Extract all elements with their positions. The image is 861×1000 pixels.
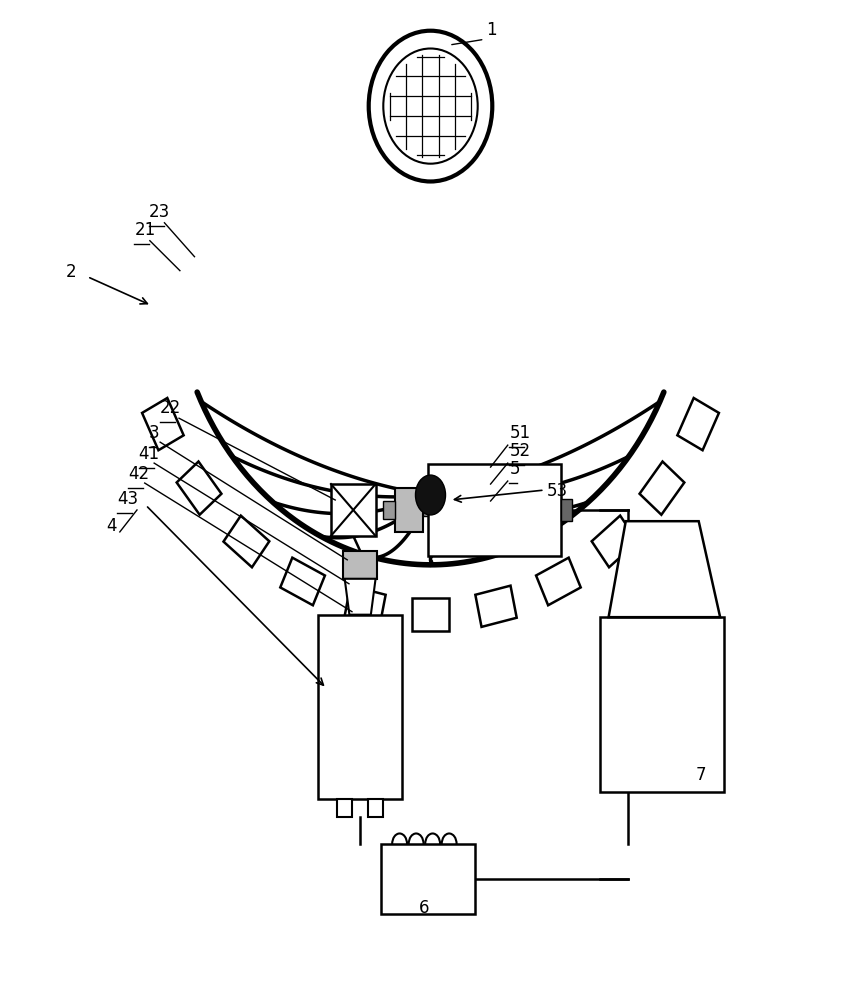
Polygon shape <box>142 398 183 450</box>
Bar <box>337 799 352 817</box>
Polygon shape <box>609 521 720 617</box>
Bar <box>561 499 572 521</box>
Bar <box>343 551 377 579</box>
Bar <box>395 488 423 532</box>
Polygon shape <box>344 586 386 627</box>
Bar <box>383 501 395 519</box>
Text: 2: 2 <box>65 263 77 281</box>
Ellipse shape <box>383 49 478 164</box>
Polygon shape <box>344 579 375 615</box>
Bar <box>600 617 724 792</box>
Text: 51: 51 <box>510 424 530 442</box>
Bar <box>331 484 375 536</box>
Polygon shape <box>412 598 449 631</box>
Text: 4: 4 <box>106 517 116 535</box>
Text: 5: 5 <box>510 460 520 478</box>
Text: 23: 23 <box>149 203 170 221</box>
Polygon shape <box>281 558 325 605</box>
Polygon shape <box>678 398 719 450</box>
Text: 7: 7 <box>696 766 706 784</box>
Polygon shape <box>592 516 637 567</box>
Text: 41: 41 <box>139 445 160 463</box>
Text: 53: 53 <box>547 482 567 500</box>
Bar <box>423 504 432 516</box>
Text: 43: 43 <box>117 490 139 508</box>
Ellipse shape <box>416 475 445 515</box>
Bar <box>368 799 383 817</box>
Polygon shape <box>224 516 269 567</box>
Text: 3: 3 <box>149 424 159 442</box>
Polygon shape <box>177 462 221 515</box>
Text: 42: 42 <box>128 465 150 483</box>
Bar <box>381 844 475 914</box>
Bar <box>429 464 561 556</box>
Bar <box>318 615 402 799</box>
Polygon shape <box>475 586 517 627</box>
Text: 52: 52 <box>510 442 530 460</box>
Polygon shape <box>536 558 580 605</box>
Text: 1: 1 <box>486 21 497 39</box>
Text: 6: 6 <box>419 899 430 917</box>
Text: 22: 22 <box>160 399 182 417</box>
Text: 21: 21 <box>134 221 156 239</box>
Polygon shape <box>640 462 684 515</box>
